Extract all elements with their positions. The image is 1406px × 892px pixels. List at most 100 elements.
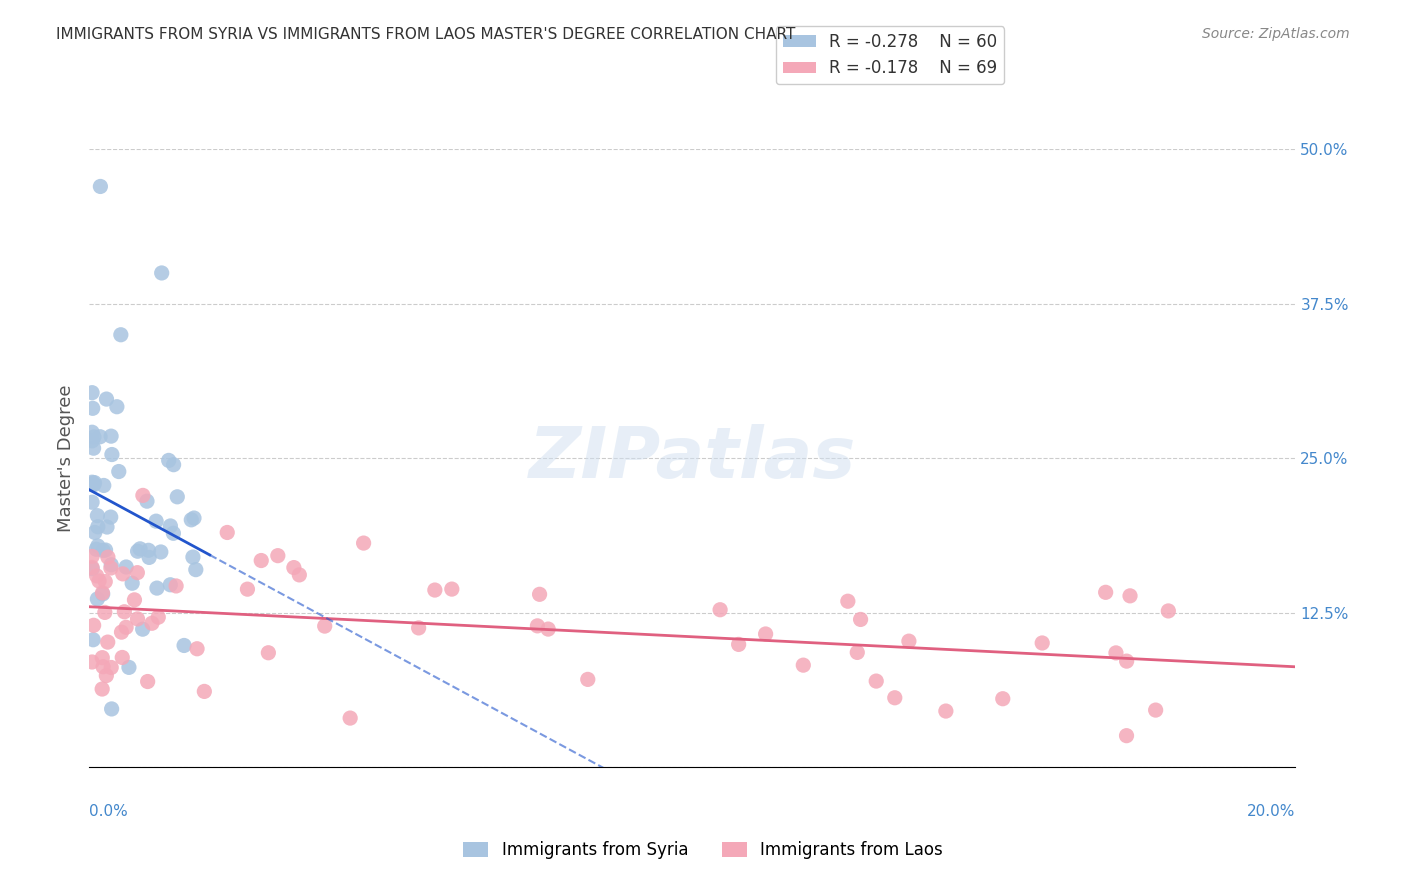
Immigrants from Syria (173, 639, 195, 653)
Immigrants from Laos (339, 711, 361, 725)
Immigrants from Syria (100, 510, 122, 524)
Immigrants from Laos (141, 616, 163, 631)
Immigrants from Laos (80, 549, 103, 564)
Immigrants from Laos (91, 586, 114, 600)
Immigrants from Syria (89, 430, 111, 444)
Immigrants from Syria (96, 520, 118, 534)
Immigrants from Syria (146, 581, 169, 595)
Immigrants from Laos (100, 561, 122, 575)
Immigrants from Laos (709, 603, 731, 617)
Immigrants from Syria (145, 514, 167, 528)
Immigrants from Laos (897, 634, 920, 648)
Immigrants from Laos (883, 690, 905, 705)
Immigrants from Laos (80, 560, 103, 574)
Immigrants from Syria (115, 560, 138, 574)
Immigrants from Laos (537, 622, 560, 636)
Immigrants from Syria (183, 511, 205, 525)
Immigrants from Laos (124, 592, 146, 607)
Immigrants from Laos (283, 560, 305, 574)
Immigrants from Laos (217, 525, 239, 540)
Immigrants from Laos (136, 674, 159, 689)
Immigrants from Laos (1031, 636, 1053, 650)
Immigrants from Laos (257, 646, 280, 660)
Immigrants from Syria (91, 543, 114, 558)
Immigrants from Laos (80, 655, 103, 669)
Immigrants from Laos (86, 569, 108, 583)
Immigrants from Laos (193, 684, 215, 698)
Immigrants from Laos (1144, 703, 1167, 717)
Immigrants from Laos (288, 567, 311, 582)
Immigrants from Syria (162, 458, 184, 472)
Immigrants from Laos (127, 566, 149, 580)
Legend: Immigrants from Syria, Immigrants from Laos: Immigrants from Syria, Immigrants from L… (457, 835, 949, 866)
Immigrants from Syria (150, 266, 173, 280)
Immigrants from Laos (792, 658, 814, 673)
Immigrants from Syria (121, 576, 143, 591)
Immigrants from Laos (755, 627, 778, 641)
Immigrants from Syria (82, 562, 104, 576)
Immigrants from Syria (101, 448, 124, 462)
Immigrants from Laos (846, 645, 869, 659)
Immigrants from Syria (80, 495, 103, 509)
Text: ZIPatlas: ZIPatlas (529, 424, 856, 492)
Immigrants from Syria (159, 519, 181, 533)
Immigrants from Syria (83, 430, 105, 444)
Immigrants from Laos (115, 620, 138, 634)
Immigrants from Syria (136, 494, 159, 508)
Immigrants from Laos (1094, 585, 1116, 599)
Immigrants from Syria (131, 622, 153, 636)
Immigrants from Laos (849, 612, 872, 626)
Immigrants from Laos (314, 619, 336, 633)
Immigrants from Laos (250, 553, 273, 567)
Immigrants from Syria (87, 520, 110, 534)
Immigrants from Laos (96, 668, 118, 682)
Immigrants from Laos (97, 635, 120, 649)
Immigrants from Syria (138, 543, 160, 558)
Legend: R = -0.278    N = 60, R = -0.178    N = 69: R = -0.278 N = 60, R = -0.178 N = 69 (776, 26, 1004, 84)
Immigrants from Laos (865, 674, 887, 689)
Immigrants from Laos (87, 574, 110, 588)
Immigrants from Laos (97, 550, 120, 565)
Immigrants from Syria (87, 539, 110, 553)
Immigrants from Laos (423, 582, 446, 597)
Immigrants from Syria (80, 477, 103, 491)
Immigrants from Laos (440, 582, 463, 596)
Immigrants from Laos (91, 681, 114, 696)
Immigrants from Syria (162, 526, 184, 541)
Immigrants from Syria (94, 543, 117, 558)
Y-axis label: Master's Degree: Master's Degree (58, 384, 75, 533)
Immigrants from Laos (408, 621, 430, 635)
Immigrants from Syria (157, 453, 180, 467)
Text: Source: ZipAtlas.com: Source: ZipAtlas.com (1202, 27, 1350, 41)
Immigrants from Laos (186, 641, 208, 656)
Immigrants from Syria (80, 385, 103, 400)
Immigrants from Syria (105, 400, 128, 414)
Immigrants from Laos (83, 618, 105, 632)
Immigrants from Laos (1105, 646, 1128, 660)
Immigrants from Laos (132, 488, 155, 502)
Immigrants from Laos (111, 566, 134, 581)
Text: IMMIGRANTS FROM SYRIA VS IMMIGRANTS FROM LAOS MASTER'S DEGREE CORRELATION CHART: IMMIGRANTS FROM SYRIA VS IMMIGRANTS FROM… (56, 27, 796, 42)
Immigrants from Laos (236, 582, 259, 596)
Immigrants from Laos (94, 606, 117, 620)
Immigrants from Laos (1157, 604, 1180, 618)
Immigrants from Syria (83, 525, 105, 540)
Immigrants from Laos (991, 691, 1014, 706)
Immigrants from Laos (1115, 654, 1137, 668)
Immigrants from Laos (111, 650, 134, 665)
Immigrants from Syria (129, 541, 152, 556)
Immigrants from Syria (180, 513, 202, 527)
Immigrants from Syria (91, 587, 114, 601)
Immigrants from Syria (149, 545, 172, 559)
Immigrants from Syria (86, 508, 108, 523)
Immigrants from Syria (83, 475, 105, 490)
Immigrants from Laos (1115, 729, 1137, 743)
Immigrants from Syria (100, 558, 122, 572)
Immigrants from Laos (1119, 589, 1142, 603)
Immigrants from Syria (118, 660, 141, 674)
Immigrants from Laos (165, 579, 187, 593)
Immigrants from Syria (84, 542, 107, 557)
Immigrants from Syria (127, 544, 149, 558)
Immigrants from Syria (166, 490, 188, 504)
Text: 0.0%: 0.0% (89, 805, 128, 820)
